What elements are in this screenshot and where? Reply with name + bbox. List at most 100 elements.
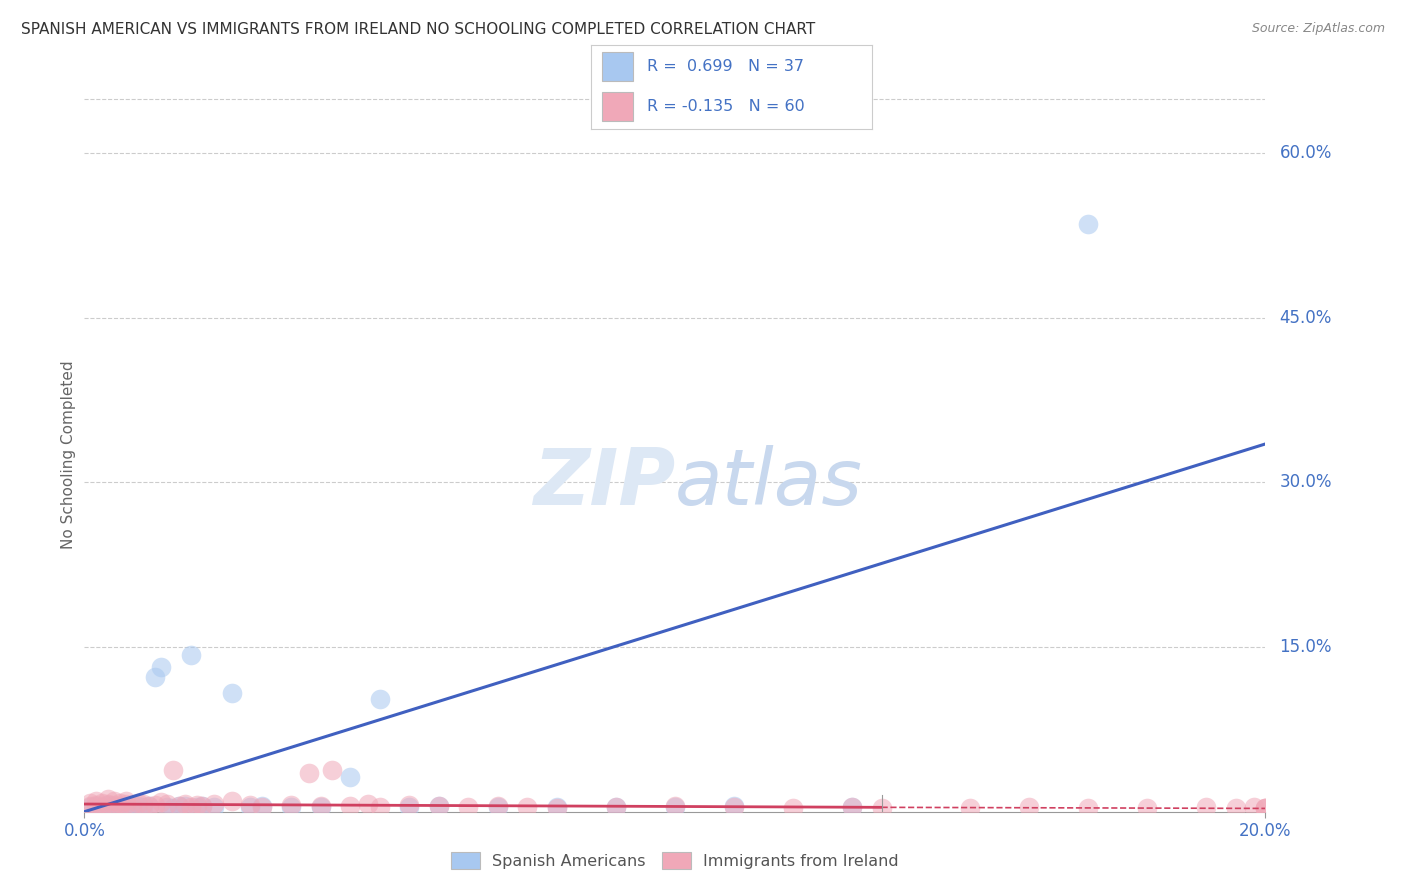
Point: [457, 800, 479, 814]
Point: [546, 801, 568, 815]
Point: [150, 660, 173, 674]
Point: [1136, 801, 1159, 815]
Text: 30.0%: 30.0%: [1279, 474, 1331, 491]
Point: [108, 796, 131, 810]
Point: [127, 796, 149, 810]
Text: atlas: atlas: [675, 445, 863, 522]
Point: [167, 799, 190, 814]
Point: [91, 801, 114, 815]
Point: [959, 801, 981, 815]
Legend: Spanish Americans, Immigrants from Ireland: Spanish Americans, Immigrants from Irela…: [444, 846, 905, 875]
Point: [132, 800, 155, 814]
Point: [664, 799, 686, 814]
Point: [173, 797, 195, 811]
Point: [156, 797, 179, 811]
Point: [1018, 800, 1040, 814]
Point: [1254, 801, 1277, 815]
Point: [79, 800, 101, 814]
Point: [97, 791, 120, 805]
Point: [79, 799, 101, 814]
Point: [298, 766, 321, 780]
Text: 60.0%: 60.0%: [1279, 144, 1331, 162]
Text: ZIP: ZIP: [533, 445, 675, 522]
Point: [162, 763, 184, 777]
Point: [91, 796, 114, 810]
Point: [339, 799, 361, 814]
Text: R = -0.135   N = 60: R = -0.135 N = 60: [647, 99, 804, 114]
Text: 45.0%: 45.0%: [1279, 309, 1331, 326]
Point: [1077, 218, 1099, 232]
Point: [121, 801, 143, 815]
Point: [127, 799, 149, 814]
Point: [357, 797, 380, 811]
Point: [870, 801, 893, 815]
Point: [173, 799, 195, 814]
Point: [1254, 801, 1277, 815]
Point: [97, 797, 120, 811]
Point: [191, 799, 214, 814]
Point: [782, 801, 804, 815]
Y-axis label: No Schooling Completed: No Schooling Completed: [60, 360, 76, 549]
Point: [108, 799, 131, 814]
Point: [309, 799, 332, 814]
Point: [84, 799, 107, 814]
Point: [156, 800, 179, 814]
Point: [664, 800, 686, 814]
Point: [398, 798, 420, 813]
Point: [368, 691, 391, 706]
Text: R =  0.699   N = 37: R = 0.699 N = 37: [647, 59, 804, 74]
Point: [427, 799, 450, 814]
Point: [191, 799, 214, 814]
Point: [84, 798, 107, 813]
Point: [114, 794, 136, 808]
Point: [486, 799, 509, 814]
Point: [150, 795, 173, 809]
Point: [143, 670, 166, 684]
Point: [103, 798, 125, 813]
Point: [841, 800, 863, 814]
Point: [143, 798, 166, 813]
Point: [605, 800, 627, 814]
FancyBboxPatch shape: [602, 53, 633, 81]
Point: [280, 800, 302, 814]
Point: [186, 800, 208, 814]
Point: [221, 686, 243, 700]
Point: [309, 800, 332, 814]
Point: [180, 800, 202, 814]
Point: [250, 799, 273, 814]
Point: [239, 800, 262, 814]
Point: [79, 796, 101, 810]
Point: [250, 800, 273, 814]
Point: [114, 800, 136, 814]
Point: [1077, 801, 1099, 815]
Point: [280, 798, 302, 813]
Point: [103, 794, 125, 808]
Point: [180, 648, 202, 662]
Point: [138, 799, 160, 814]
FancyBboxPatch shape: [602, 92, 633, 120]
Point: [486, 800, 509, 814]
Text: Source: ZipAtlas.com: Source: ZipAtlas.com: [1251, 22, 1385, 36]
Point: [221, 794, 243, 808]
Point: [108, 799, 131, 814]
Point: [841, 800, 863, 814]
Point: [516, 800, 538, 814]
Point: [723, 799, 745, 814]
Point: [186, 798, 208, 813]
Point: [321, 763, 343, 777]
Point: [723, 800, 745, 814]
Point: [1195, 800, 1218, 814]
Point: [1243, 800, 1265, 814]
Text: SPANISH AMERICAN VS IMMIGRANTS FROM IRELAND NO SCHOOLING COMPLETED CORRELATION C: SPANISH AMERICAN VS IMMIGRANTS FROM IREL…: [21, 22, 815, 37]
Point: [103, 800, 125, 814]
Point: [162, 801, 184, 815]
Point: [398, 800, 420, 814]
Point: [84, 794, 107, 808]
Point: [138, 799, 160, 814]
Point: [167, 799, 190, 814]
Point: [97, 798, 120, 813]
Text: 15.0%: 15.0%: [1279, 638, 1331, 656]
Point: [202, 797, 225, 811]
Point: [91, 800, 114, 814]
Point: [339, 770, 361, 784]
